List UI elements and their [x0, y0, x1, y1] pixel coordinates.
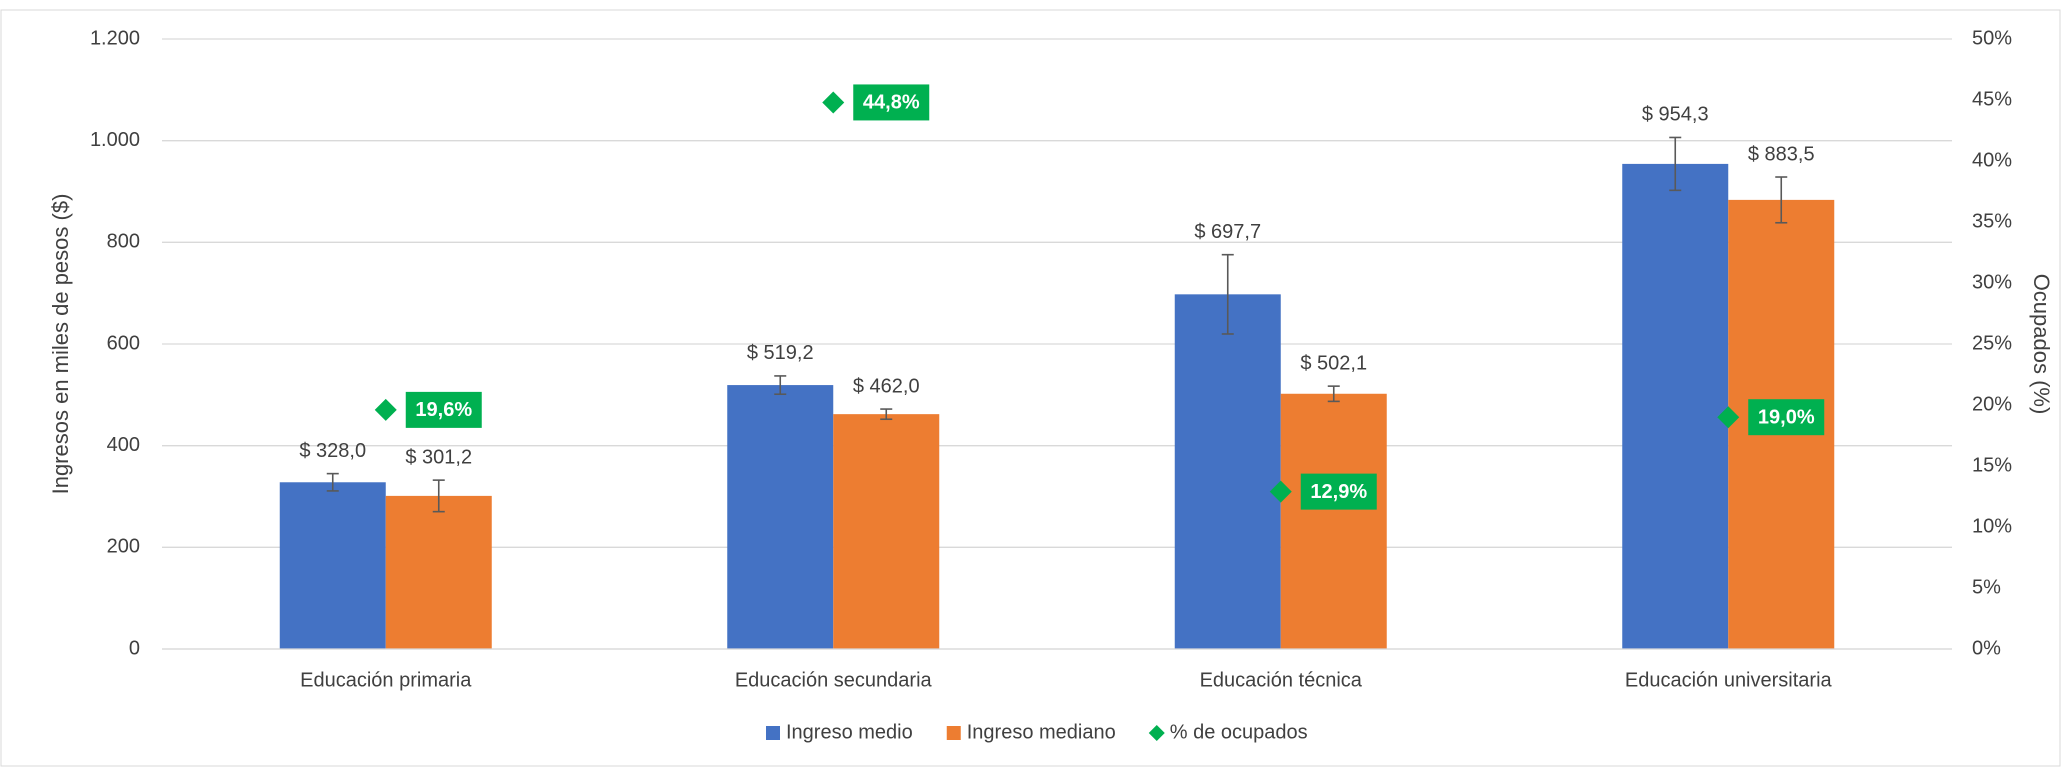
marker [1269, 480, 1292, 503]
y-tick-label: 1.200 [90, 27, 140, 49]
y-tick-label: 400 [107, 434, 140, 456]
y2-tick-label: 0% [1972, 637, 2001, 659]
error-bar [1669, 136, 1682, 192]
y2-tick-label: 40% [1972, 149, 2012, 171]
data-label: $ 954,3 [1642, 104, 1709, 126]
marker [1717, 406, 1740, 429]
legend-swatch [766, 726, 780, 740]
data-label: $ 462,0 [853, 375, 920, 397]
data-label: 19,0% [1758, 406, 1815, 428]
y2-tick-label: 5% [1972, 576, 2001, 598]
data-label: $ 301,2 [405, 446, 472, 468]
error-bar [880, 408, 893, 421]
y2-tick-label: 20% [1972, 393, 2012, 415]
bar [1174, 294, 1281, 649]
data-label: 12,9% [1310, 481, 1367, 503]
bar [727, 385, 834, 649]
error-bar [326, 472, 339, 492]
y2-tick-label: 50% [1972, 27, 2012, 49]
y2-tick-label: 10% [1972, 515, 2012, 537]
data-label: 19,6% [415, 399, 472, 421]
data-label-box [1748, 399, 1825, 436]
marker [374, 398, 397, 421]
y2-tick-label: 25% [1972, 332, 2012, 354]
data-label: $ 697,7 [1194, 221, 1261, 243]
legend-swatch [946, 726, 961, 740]
y-tick-label: 0 [129, 637, 140, 659]
error-bar [1327, 385, 1340, 403]
legend-label: Ingreso mediano [967, 721, 1116, 743]
y2-tick-label: 35% [1972, 210, 2012, 232]
data-label-box [1300, 473, 1377, 510]
data-label: $ 519,2 [747, 342, 814, 364]
error-bar [774, 375, 787, 396]
data-label-box [405, 391, 482, 428]
data-label: $ 328,0 [299, 440, 366, 462]
y-tick-label: 200 [107, 536, 140, 558]
y-tick-label: 600 [107, 332, 140, 354]
data-label-box [853, 84, 930, 121]
y2-tick-label: 15% [1972, 454, 2012, 476]
legend-label: Ingreso medio [786, 721, 913, 743]
y2-tick-label: 30% [1972, 271, 2012, 293]
error-bar [1775, 176, 1788, 224]
y-axis-label: Ingresos en miles de pesos ($) [48, 194, 73, 495]
error-bar [432, 479, 445, 513]
bar [833, 414, 940, 649]
error-bar [1221, 253, 1234, 335]
y-tick-label: 800 [107, 231, 140, 253]
data-label: 44,8% [863, 92, 920, 114]
y2-axis-label: Ocupados (%) [2029, 274, 2054, 415]
legend-label: % de ocupados [1170, 721, 1308, 743]
marker [822, 91, 845, 114]
y-tick-label: 1.000 [90, 129, 140, 151]
bar [1280, 393, 1387, 649]
y2-tick-label: 45% [1972, 88, 2012, 110]
x-tick-label: Educación primaria [300, 669, 472, 691]
data-label: $ 883,5 [1748, 143, 1815, 165]
data-label: $ 502,1 [1300, 352, 1367, 374]
bar [1622, 163, 1729, 649]
x-tick-label: Educación universitaria [1625, 669, 1833, 691]
x-tick-label: Educación técnica [1200, 669, 1363, 691]
bar [385, 495, 492, 649]
bar [279, 482, 386, 649]
legend-swatch [1148, 725, 1165, 741]
x-tick-label: Educación secundaria [735, 669, 933, 691]
